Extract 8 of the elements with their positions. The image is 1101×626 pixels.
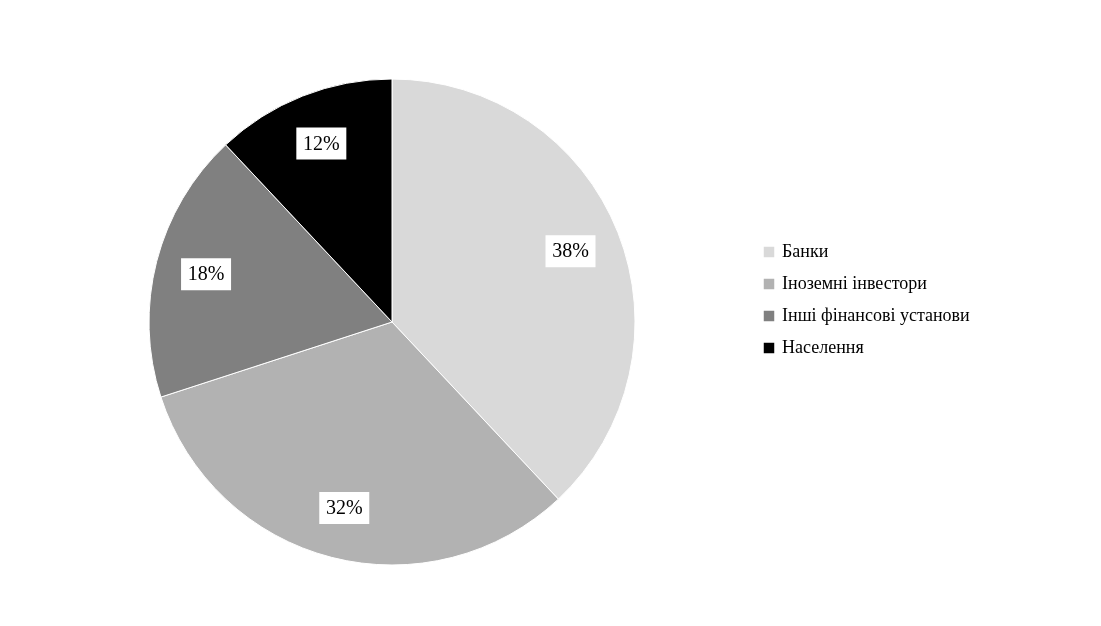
data-label: 32%	[325, 495, 363, 518]
legend-label: Населення	[782, 337, 864, 357]
legend-label: Іноземні інвестори	[782, 273, 928, 293]
legend-label: Банки	[782, 241, 829, 261]
data-label: 12%	[303, 131, 340, 154]
data-label: 18%	[187, 262, 225, 285]
legend-label: Інші фінансові установи	[782, 305, 971, 325]
data-label: 38%	[552, 239, 589, 262]
